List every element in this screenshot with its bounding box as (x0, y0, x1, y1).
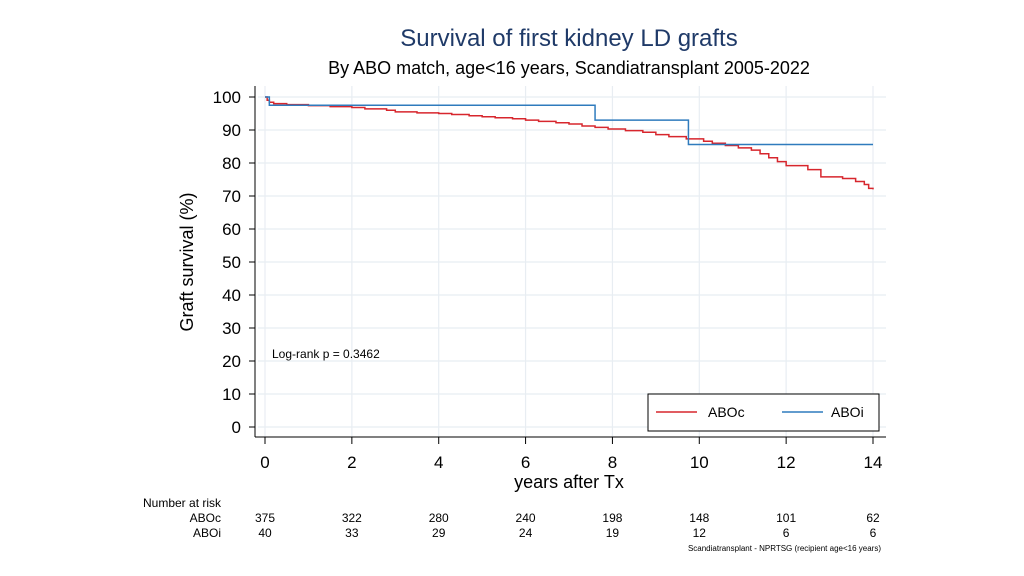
chart-subtitle: By ABO match, age<16 years, Scandiatrans… (328, 58, 810, 78)
y-tick-label: 0 (232, 418, 241, 437)
risk-table-header: Number at risk (143, 496, 222, 510)
x-tick-label: 8 (608, 453, 617, 472)
risk-value-aboi: 40 (258, 526, 272, 540)
x-axis-title: years after Tx (514, 472, 624, 492)
x-tick-label: 14 (864, 453, 883, 472)
risk-value-aboc: 322 (342, 511, 362, 525)
risk-value-aboc: 280 (429, 511, 449, 525)
series-line-aboi (265, 96, 873, 146)
x-tick-label: 2 (347, 453, 356, 472)
risk-value-aboc: 148 (689, 511, 709, 525)
x-tick-label: 4 (434, 453, 443, 472)
y-tick-label: 10 (222, 385, 241, 404)
risk-values: 375 322 280 240 198 148 101 62 40 33 29 24 19 12 6 6 (255, 511, 880, 540)
x-tick-label: 0 (260, 453, 269, 472)
y-tick-label: 100 (213, 88, 241, 107)
y-tick-label: 80 (222, 154, 241, 173)
legend-label-aboi: ABOi (831, 404, 864, 420)
chart-title: Survival of first kidney LD grafts (400, 25, 737, 52)
legend-label-aboc: ABOc (708, 404, 745, 420)
risk-table: Number at risk ABOc ABOi 375 322 280 240 198… (143, 496, 880, 540)
risk-value-aboc: 375 (255, 511, 275, 525)
risk-value-aboi: 12 (693, 526, 707, 540)
risk-row-label-aboi: ABOi (193, 526, 221, 540)
y-tick-label: 40 (222, 286, 241, 305)
series-lines (265, 96, 874, 190)
x-tick-label: 12 (777, 453, 796, 472)
risk-value-aboi: 24 (519, 526, 533, 540)
y-tick-label: 50 (222, 253, 241, 272)
risk-row-label-aboc: ABOc (190, 511, 221, 525)
y-tick-label: 30 (222, 319, 241, 338)
footnote: Scandiatransplant - NPRTSG (recipient ag… (688, 544, 881, 553)
y-tick-label: 70 (222, 187, 241, 206)
risk-value-aboi: 6 (870, 526, 877, 540)
risk-value-aboc: 198 (602, 511, 622, 525)
y-axis-title: Graft survival (%) (177, 192, 197, 331)
y-tick-label: 20 (222, 352, 241, 371)
risk-value-aboc: 62 (866, 511, 880, 525)
gridlines (258, 86, 886, 437)
x-tick-label: 6 (521, 453, 530, 472)
risk-value-aboc: 240 (516, 511, 536, 525)
risk-value-aboc: 101 (776, 511, 796, 525)
y-tick-label: 90 (222, 121, 241, 140)
risk-value-aboi: 19 (606, 526, 620, 540)
risk-value-aboi: 29 (432, 526, 446, 540)
legend: ABOc ABOi (647, 393, 880, 432)
x-tick-label: 10 (690, 453, 709, 472)
axes: 0 10 20 30 40 50 60 70 80 90 100 0 2 4 6 8 10 12 14 (213, 86, 886, 472)
y-tick-label: 60 (222, 220, 241, 239)
logrank-annotation: Log-rank p = 0.3462 (272, 347, 380, 361)
risk-value-aboi: 6 (783, 526, 790, 540)
series-line-aboc (265, 96, 874, 190)
risk-value-aboi: 33 (345, 526, 359, 540)
